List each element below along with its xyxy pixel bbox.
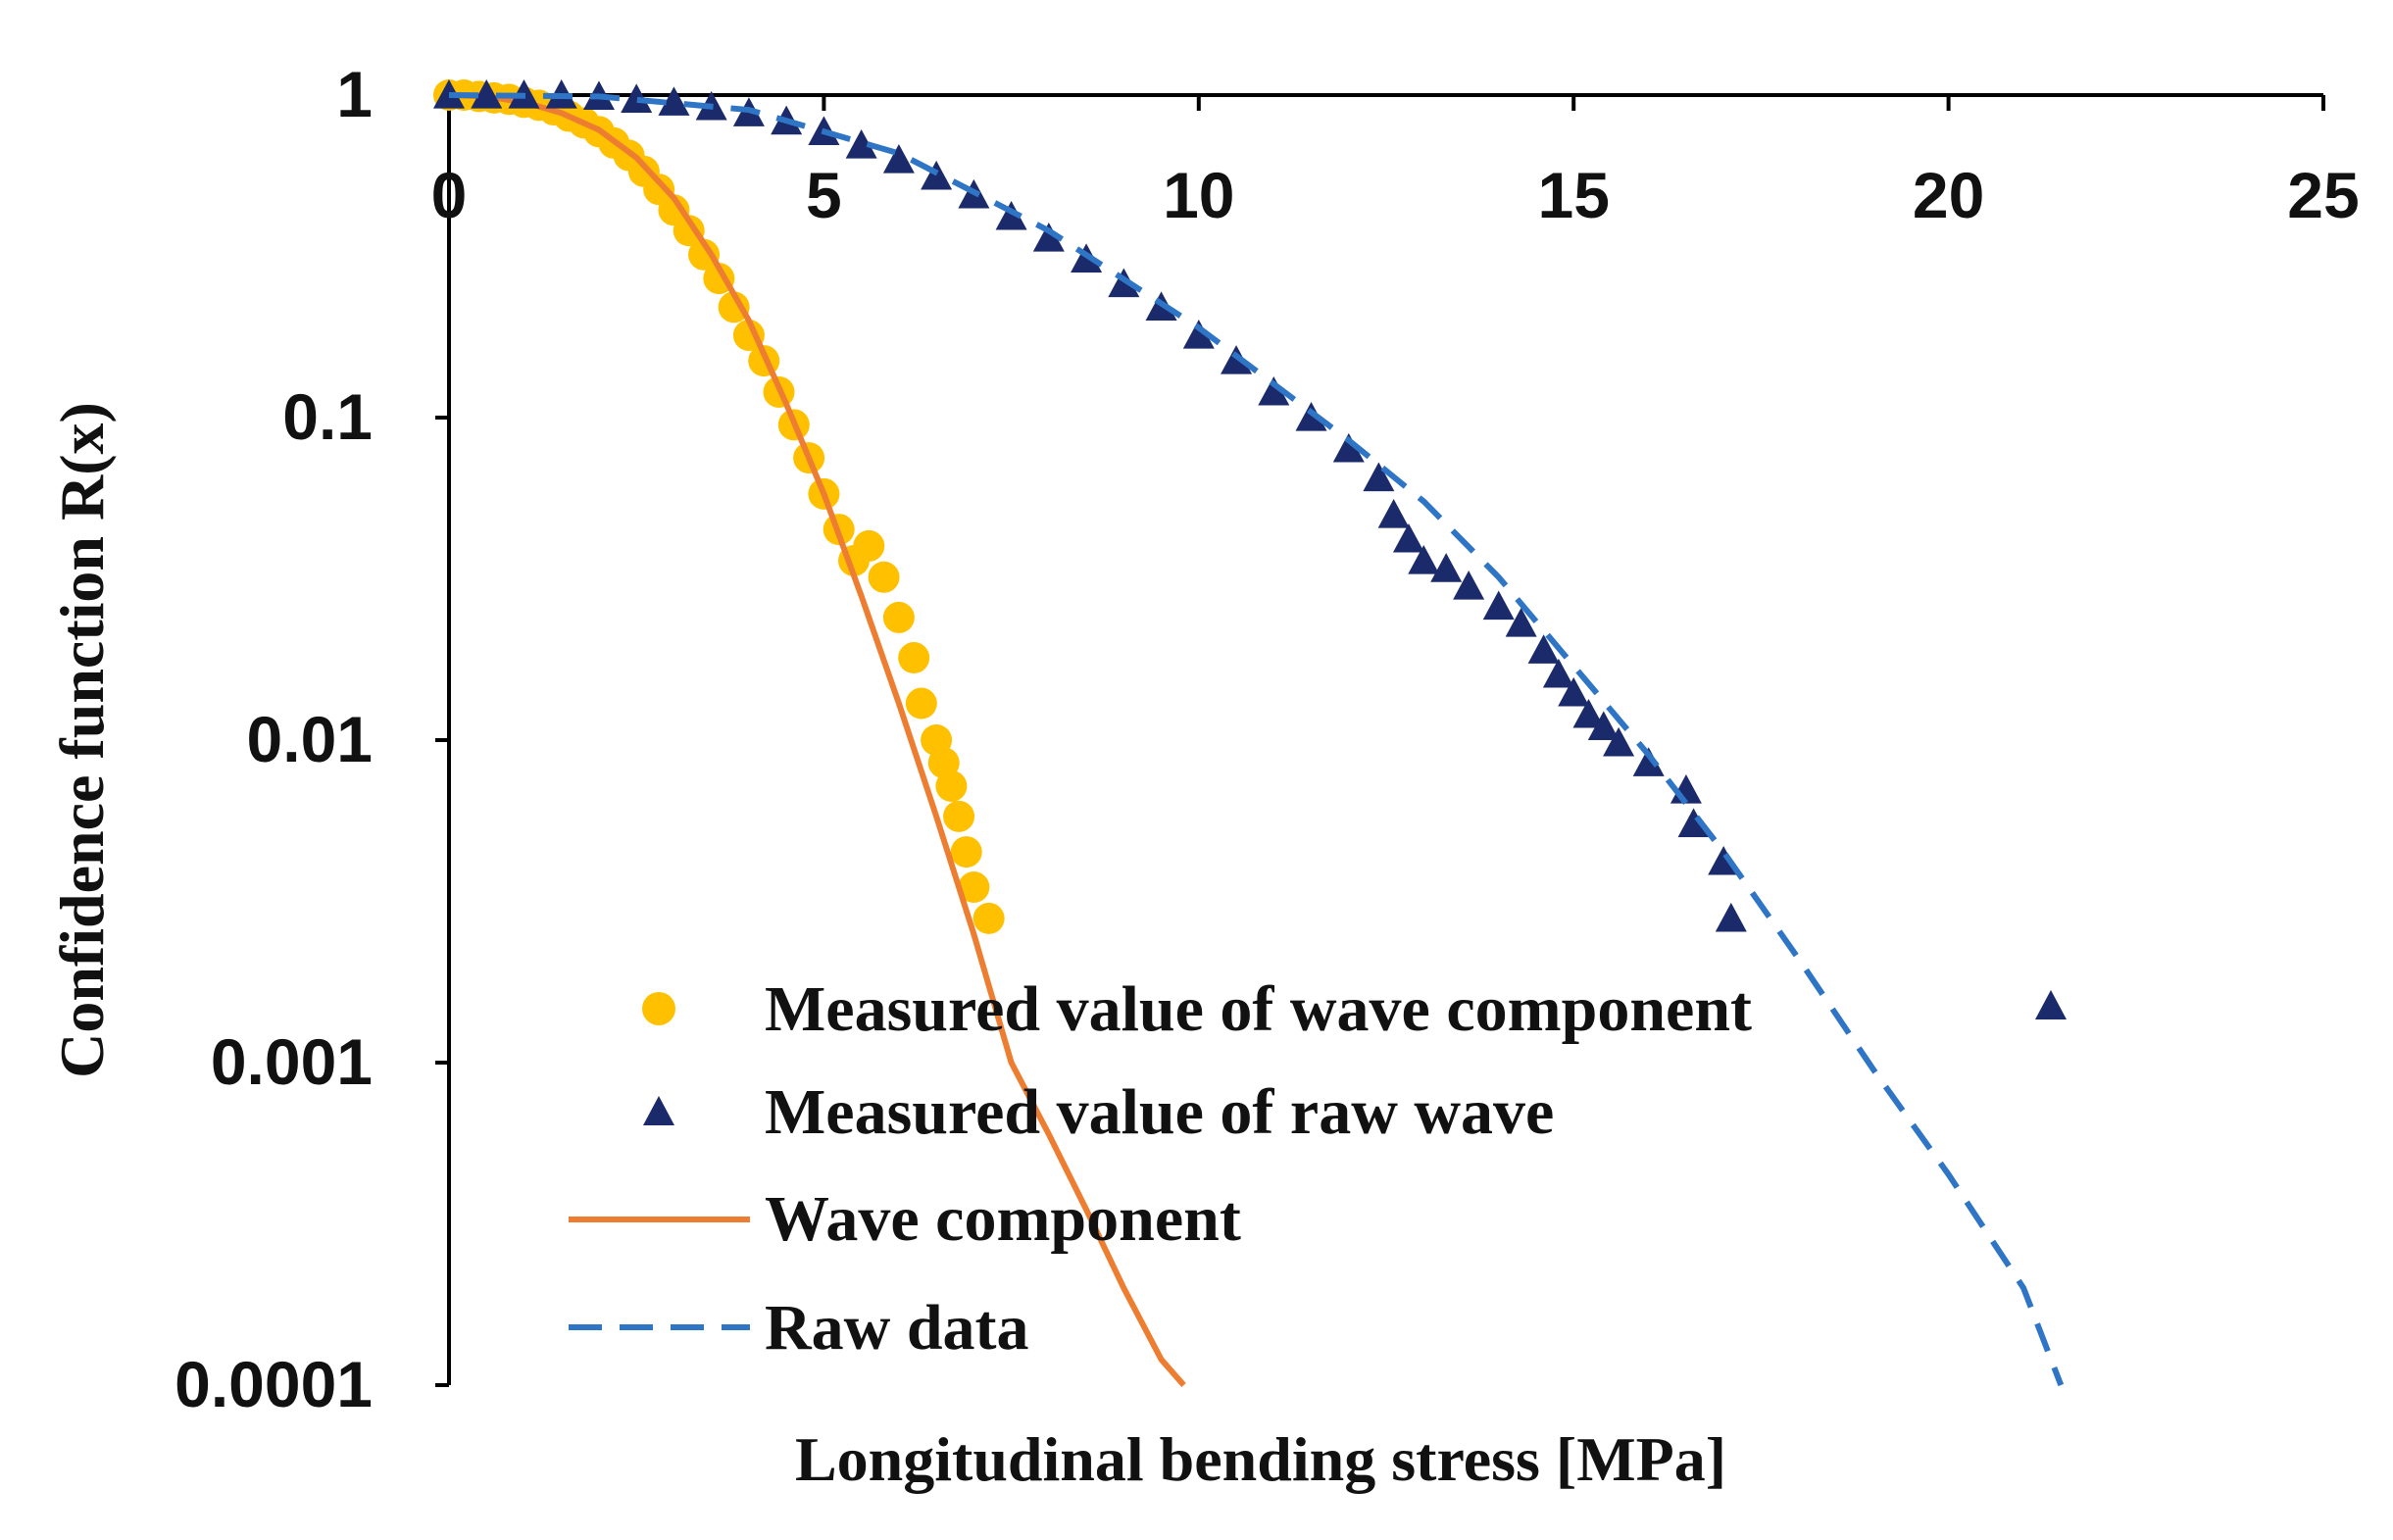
raw-wave-point (1603, 726, 1635, 757)
x-axis-title: Longitudinal bending stress [MPa] (795, 1424, 1726, 1494)
wave-component-point (688, 238, 721, 271)
raw-wave-point (1363, 462, 1395, 492)
raw-wave-point (1430, 553, 1463, 582)
wave-component-point (882, 601, 915, 633)
raw-wave-point (1558, 676, 1590, 707)
raw-wave-point (1715, 902, 1747, 932)
raw-wave-point (658, 86, 690, 116)
wave-component-point (853, 529, 885, 562)
y-tick-label: 0.01 (247, 703, 373, 775)
legend-wave-points-marker (642, 992, 675, 1025)
x-tick-label: 20 (1913, 159, 1984, 231)
raw-wave-point (1221, 345, 1253, 374)
y-tick-label: 0.001 (211, 1025, 373, 1098)
legend-raw-line-label: Raw data (765, 1292, 1029, 1364)
raw-wave-point (1258, 375, 1290, 406)
raw-wave-point (1572, 698, 1605, 728)
y-tick-label: 0.0001 (174, 1348, 373, 1420)
raw-wave-point (1587, 711, 1620, 740)
wave-component-point (898, 642, 930, 674)
wave-component-point (950, 836, 982, 869)
x-tick-label: 15 (1537, 159, 1609, 231)
raw-wave-point (1032, 222, 1065, 252)
legend: Measured value of wave component Measure… (569, 973, 2067, 1364)
raw-wave-point (1677, 808, 1710, 838)
raw-wave-point (845, 128, 877, 159)
raw-wave-point (1453, 571, 1485, 600)
raw-wave-point (1542, 658, 1574, 688)
raw-wave-point (995, 200, 1027, 230)
legend-raw-points-marker (643, 1096, 674, 1125)
wave-component-point (673, 215, 705, 247)
raw-wave-point (1482, 590, 1515, 621)
raw-wave-point (882, 144, 915, 174)
raw-wave-point (1632, 747, 1665, 776)
wave-component-point (905, 687, 937, 720)
raw-wave-point (471, 79, 503, 109)
tick-labels: 0 5 10 15 20 25 1 0.1 0.01 0.001 0.0001 (174, 58, 2360, 1420)
wave-component-line (448, 92, 1186, 1387)
raw-wave-point (1392, 522, 1424, 553)
raw-wave-point (1182, 320, 1215, 349)
raw-wave-point (1408, 544, 1440, 574)
raw-data-line (448, 92, 2065, 1387)
raw-wave-point (1332, 432, 1365, 463)
raw-wave-point (1505, 607, 1537, 637)
wave-component-point (718, 291, 750, 323)
legend-wave-line-label: Wave component (765, 1183, 1241, 1255)
legend-raw-points-label: Measured value of raw wave (765, 1076, 1554, 1148)
x-tick-label: 10 (1163, 159, 1234, 231)
raw-wave-point (1527, 634, 1560, 664)
raw-wave-point (1295, 402, 1327, 431)
x-tick-label: 25 (2287, 159, 2359, 231)
legend-extra-triangle-marker (2035, 990, 2067, 1019)
wave-component-point (972, 902, 1005, 934)
series-group (433, 79, 2065, 1387)
raw-wave-point (433, 79, 465, 109)
x-tick-label: 0 (431, 159, 468, 231)
legend-wave-points-label: Measured value of wave component (765, 973, 1752, 1045)
y-tick-label: 1 (336, 58, 373, 130)
wave-component-point (868, 561, 900, 593)
y-tick-label: 0.1 (282, 380, 373, 453)
raw-wave-point (621, 83, 653, 113)
y-axis-title: Confidence function R(x) (47, 402, 117, 1078)
wave-component-point (958, 871, 990, 904)
raw-wave-point (1377, 499, 1410, 528)
x-tick-label: 5 (806, 159, 842, 231)
wave-component-point (943, 800, 975, 832)
wave-component-point (935, 770, 968, 802)
